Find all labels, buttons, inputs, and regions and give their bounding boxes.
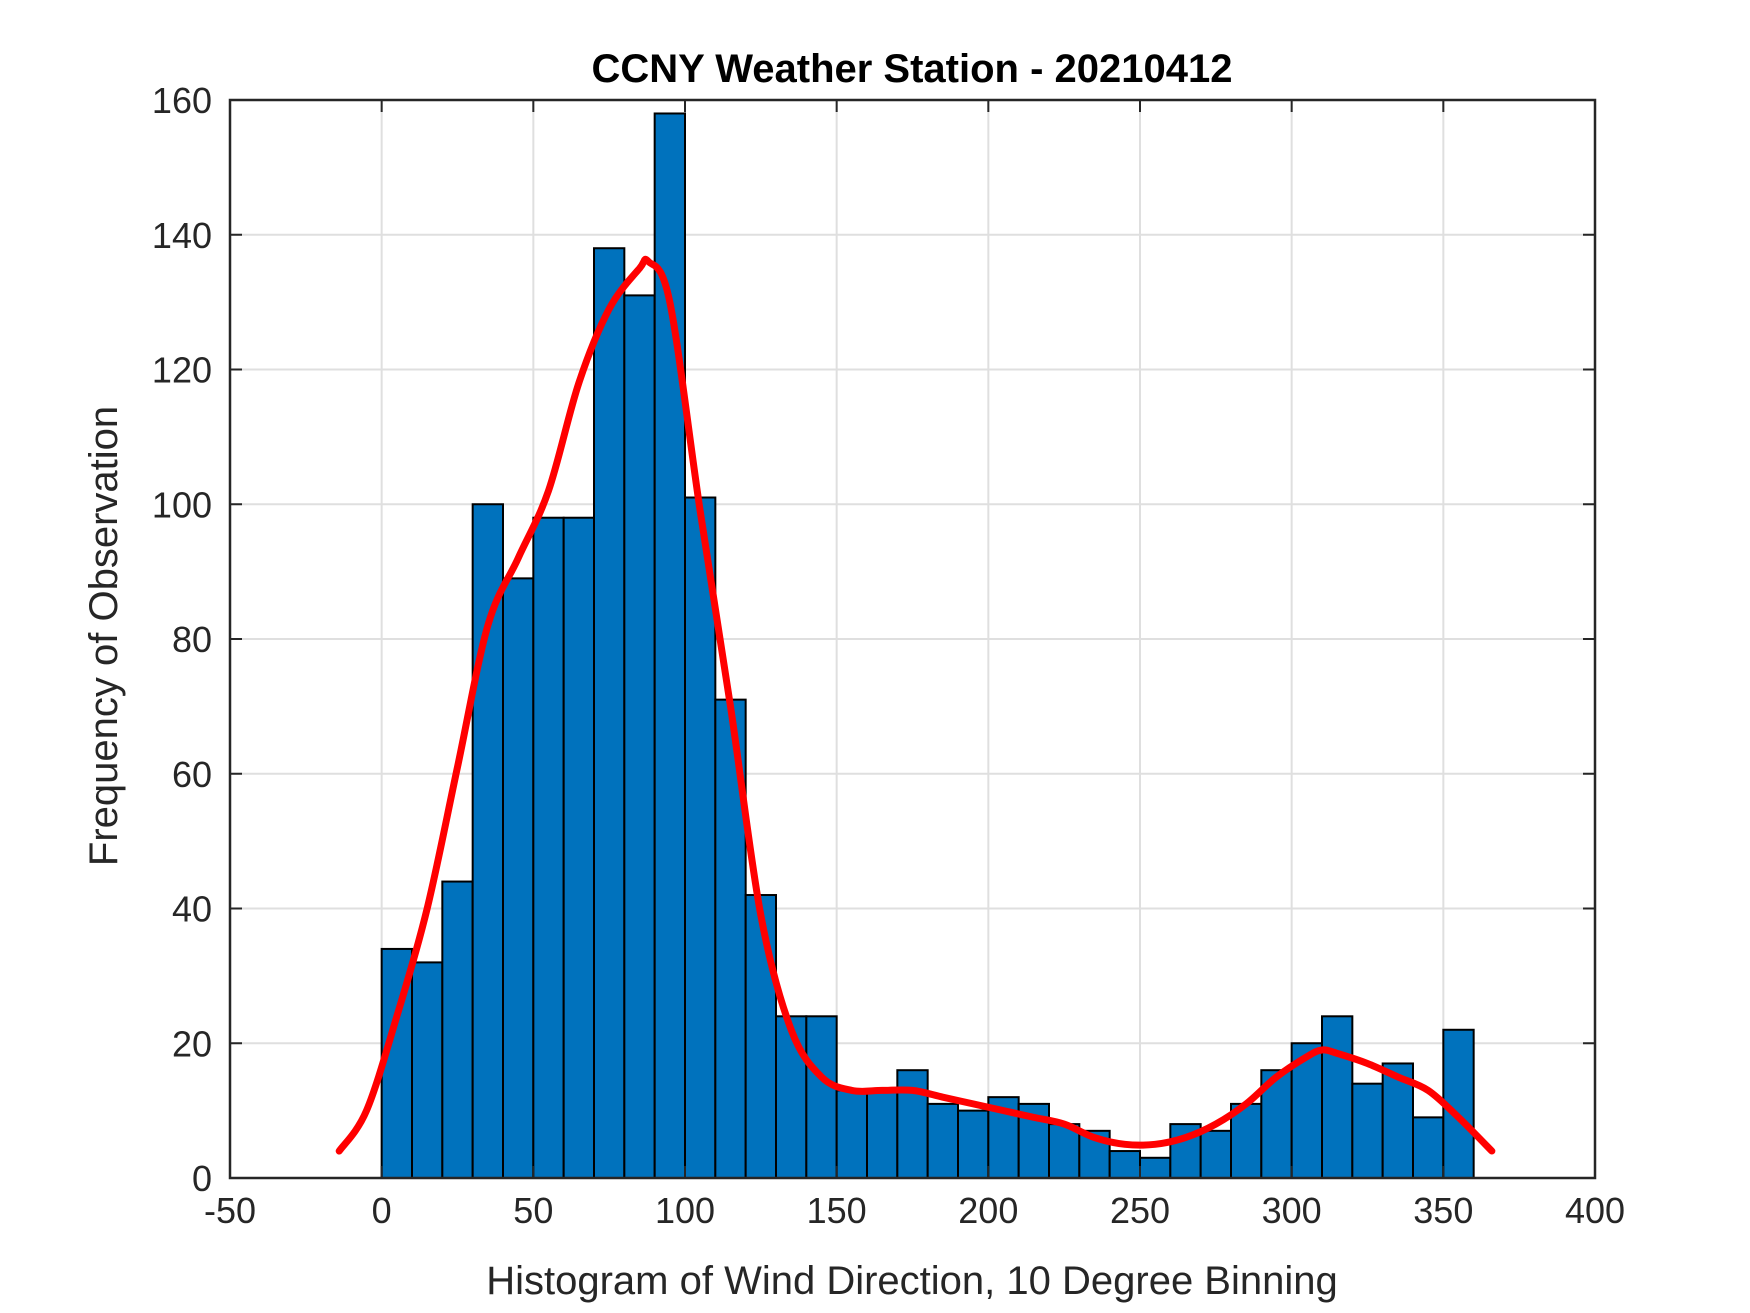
histogram-bar <box>866 1089 899 1179</box>
histogram-bar <box>1199 1129 1232 1180</box>
histogram-bar <box>593 247 626 1180</box>
y-tick-label: 20 <box>172 1023 212 1064</box>
histogram-bar <box>562 516 596 1179</box>
histogram-bar <box>441 880 474 1179</box>
y-tick-label: 160 <box>152 80 212 121</box>
x-tick-label: 350 <box>1413 1190 1473 1231</box>
x-tick-label: 400 <box>1565 1190 1625 1231</box>
x-tick-label: 50 <box>513 1190 553 1231</box>
x-tick-label: -50 <box>204 1190 256 1231</box>
x-tick-label: 300 <box>1262 1190 1322 1231</box>
histogram-bar <box>623 294 656 1179</box>
histogram-bar <box>411 961 444 1180</box>
x-tick-label: 250 <box>1110 1190 1170 1231</box>
density-fit-line <box>335 255 1496 1155</box>
histogram-bar <box>744 894 778 1180</box>
y-tick-label: 100 <box>152 484 212 525</box>
histogram-bar <box>926 1102 960 1179</box>
histogram-bar <box>502 577 535 1179</box>
y-tick-label: 0 <box>192 1158 212 1199</box>
histogram-bar <box>1321 1015 1354 1179</box>
y-tick-label: 120 <box>152 350 212 391</box>
histogram-bar <box>896 1069 929 1179</box>
histogram-bar <box>1108 1150 1141 1180</box>
chart-title: CCNY Weather Station - 20210412 <box>592 47 1233 91</box>
histogram-bar <box>775 1015 808 1179</box>
histogram-bar <box>532 516 565 1179</box>
histogram-bar <box>835 1089 869 1179</box>
histogram-bar <box>1412 1116 1445 1180</box>
y-tick-labels: 0 20 40 60 80 100 120 140 160 <box>152 80 212 1199</box>
y-axis-label: Frequency of Observation <box>82 406 126 866</box>
tick-marks <box>229 99 1596 1179</box>
y-tick-label: 40 <box>172 889 212 930</box>
x-tick-labels: -50 0 50 100 150 200 250 300 350 400 <box>204 1190 1625 1231</box>
y-tick-label: 60 <box>172 754 212 795</box>
x-tick-label: 0 <box>372 1190 392 1231</box>
histogram-bar <box>805 1015 838 1179</box>
fit-curve-layer <box>335 255 1496 1155</box>
x-tick-label: 200 <box>958 1190 1018 1231</box>
x-axis-label: Histogram of Wind Direction, 10 Degree B… <box>486 1259 1338 1303</box>
y-tick-label: 80 <box>172 619 212 660</box>
histogram-bar <box>1351 1082 1384 1180</box>
y-tick-label: 140 <box>152 215 212 256</box>
histogram-bar <box>1139 1156 1172 1179</box>
histogram-bar <box>957 1109 990 1179</box>
x-tick-label: 100 <box>655 1190 715 1231</box>
x-tick-label: 150 <box>807 1190 867 1231</box>
